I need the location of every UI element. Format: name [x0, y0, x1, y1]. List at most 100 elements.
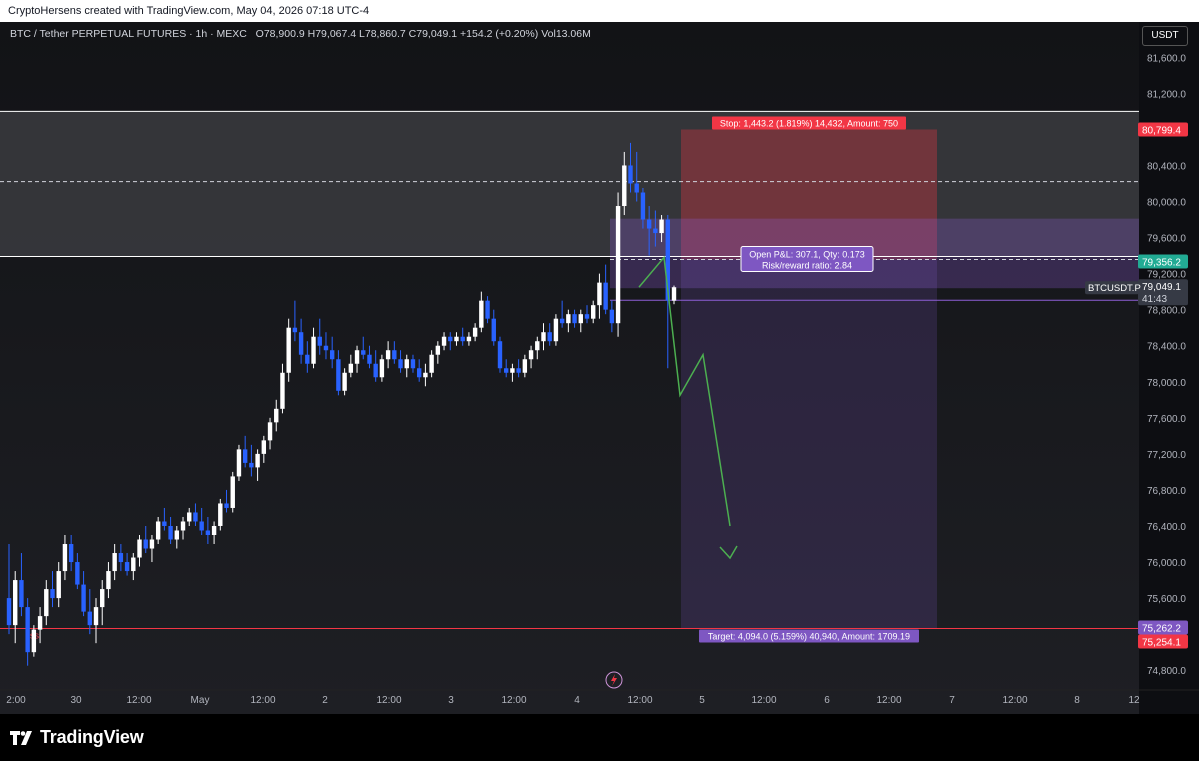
tradingview-logo[interactable]: TradingView	[10, 727, 144, 748]
candle-body	[311, 336, 316, 364]
candle-body	[124, 562, 130, 572]
stop-zone[interactable]	[681, 129, 937, 260]
candle-body	[535, 341, 540, 351]
candle-body	[44, 589, 49, 617]
candle-body	[646, 219, 652, 229]
time-tick-label: 12:00	[876, 695, 901, 706]
low-label: L	[359, 28, 365, 40]
candle-body	[348, 363, 354, 373]
candle-body	[50, 589, 55, 599]
volume-value: 13.06M	[555, 28, 591, 40]
candle-body	[342, 372, 347, 391]
candle-body	[37, 616, 43, 630]
time-tick-label: 3	[448, 695, 454, 706]
candle-body	[441, 336, 447, 346]
candle-body	[81, 584, 86, 612]
candle-body	[404, 359, 409, 369]
candle-body	[31, 629, 37, 653]
price-tick-label: 77,600.0	[1147, 414, 1186, 425]
candle-body	[280, 372, 285, 409]
price-tick-label: 76,000.0	[1147, 558, 1186, 569]
candle-body	[224, 503, 229, 508]
candle-body	[597, 282, 602, 306]
current-price-text: 79,049.1	[1142, 282, 1181, 293]
time-tick-label: 30	[70, 695, 82, 706]
time-tick-label: 8	[1074, 695, 1080, 706]
candle-body	[603, 282, 608, 310]
candle-body	[398, 359, 403, 369]
target-price-badge-text: 75,262.2	[1142, 624, 1181, 635]
candle-body	[665, 219, 670, 301]
candle-body	[323, 345, 329, 351]
time-tick-label: 12:00	[126, 695, 151, 706]
candle-body	[634, 183, 639, 193]
price-tick-label: 81,200.0	[1147, 89, 1186, 100]
candle-body	[168, 525, 173, 540]
candle-body	[559, 318, 565, 324]
projection-path[interactable]	[638, 255, 731, 527]
price-tick-label: 76,800.0	[1147, 486, 1186, 497]
candle-body	[591, 305, 596, 319]
candle-body	[187, 512, 192, 522]
candle-body	[584, 314, 590, 319]
time-tick-label: 5	[699, 695, 705, 706]
price-chart[interactable]: sslStop: 1,443.2 (1.819%) 14,432, Amount…	[0, 22, 1199, 714]
symbol-name[interactable]: BTC / Tether PERPETUAL FUTURES · 1h · ME…	[10, 28, 247, 40]
candle-body	[410, 359, 416, 369]
candle-body	[522, 359, 528, 373]
candle-body	[62, 544, 68, 572]
change-value: +154.2 (+0.20%)	[460, 28, 539, 40]
candle-body	[615, 206, 621, 324]
time-tick-label: 6	[824, 695, 830, 706]
candle-body	[609, 309, 615, 324]
candle-body	[547, 332, 552, 342]
time-tick-label: 12:00	[501, 695, 526, 706]
footer	[0, 714, 1199, 761]
stop-price-badge-text: 80,799.4	[1142, 125, 1181, 136]
price-tick-label: 81,600.0	[1147, 53, 1186, 64]
candle-body	[162, 521, 167, 526]
candle-body	[305, 354, 310, 364]
candle-body	[149, 539, 155, 549]
candle-body	[6, 598, 12, 626]
candle-body	[659, 219, 664, 234]
candle-body	[329, 350, 335, 360]
candle-body	[205, 530, 211, 536]
countdown-text: 41:43	[1142, 294, 1167, 305]
candle-body	[504, 368, 509, 373]
candle-body	[528, 350, 534, 360]
target-price-badge-bg	[1138, 620, 1188, 635]
price-tick-label: 76,400.0	[1147, 522, 1186, 533]
time-tick-label: 12:00	[376, 695, 401, 706]
candle-body	[373, 363, 378, 378]
candle-body	[13, 580, 18, 626]
candle-body	[118, 553, 124, 563]
candle-body	[553, 318, 559, 342]
time-tick-label: 2	[322, 695, 328, 706]
volume-label: Vol	[541, 28, 556, 40]
candle-body	[379, 359, 385, 378]
current-price-badge-bg	[1138, 279, 1188, 306]
price-tick-label: 79,600.0	[1147, 234, 1186, 245]
time-tick-label: 7	[949, 695, 955, 706]
candle-body	[211, 525, 217, 536]
candle-body	[137, 539, 142, 558]
candle-body	[435, 345, 441, 355]
price-tick-label: 78,000.0	[1147, 378, 1186, 389]
entry-price-badge-text: 79,356.2	[1142, 258, 1181, 269]
target-zone[interactable]	[681, 259, 937, 629]
price-tick-label: 80,000.0	[1147, 198, 1186, 209]
candle-body	[25, 607, 30, 653]
candle-body	[479, 300, 484, 328]
currency-button[interactable]: USDT	[1142, 26, 1188, 46]
candle-body	[516, 368, 521, 373]
time-tick-label: 12	[1128, 695, 1140, 706]
candle-body	[578, 314, 583, 324]
symbol-info: BTC / Tether PERPETUAL FUTURES · 1h · ME…	[10, 28, 591, 40]
price-tick-label: 79,200.0	[1147, 270, 1186, 281]
time-tick-label: 4	[574, 695, 580, 706]
candle-body	[68, 544, 74, 563]
candle-body	[93, 607, 99, 626]
chart-area[interactable]: sslStop: 1,443.2 (1.819%) 14,432, Amount…	[0, 22, 1199, 714]
open-label: O	[255, 28, 264, 40]
